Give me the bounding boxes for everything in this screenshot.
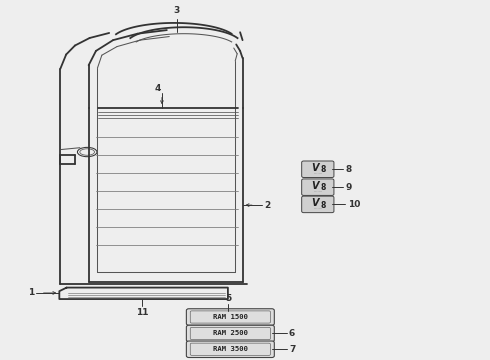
Text: V: V — [312, 198, 319, 208]
Text: 8: 8 — [321, 201, 326, 210]
Text: 8: 8 — [321, 183, 326, 192]
Text: 5: 5 — [225, 294, 231, 303]
Text: RAM 2500: RAM 2500 — [213, 330, 248, 337]
Text: 1: 1 — [27, 288, 34, 297]
Text: 8: 8 — [345, 165, 351, 174]
FancyBboxPatch shape — [302, 179, 334, 195]
Text: ........: ........ — [313, 171, 322, 175]
Text: ........: ........ — [313, 206, 322, 210]
Text: 2: 2 — [265, 201, 271, 210]
Text: V: V — [312, 163, 319, 173]
Text: 3: 3 — [173, 6, 180, 15]
Text: 11: 11 — [136, 308, 148, 317]
FancyBboxPatch shape — [186, 309, 274, 325]
Text: V: V — [312, 181, 319, 191]
FancyBboxPatch shape — [186, 341, 274, 357]
Text: 10: 10 — [347, 200, 360, 209]
FancyBboxPatch shape — [302, 196, 334, 213]
FancyBboxPatch shape — [302, 161, 334, 177]
Text: 9: 9 — [345, 183, 351, 192]
Text: 8: 8 — [321, 166, 326, 175]
Text: 7: 7 — [289, 345, 295, 354]
Text: 6: 6 — [289, 329, 295, 338]
FancyBboxPatch shape — [186, 325, 274, 342]
Text: ........: ........ — [313, 189, 322, 193]
Text: RAM 1500: RAM 1500 — [213, 314, 248, 320]
Text: 4: 4 — [155, 84, 161, 93]
Text: RAM 3500: RAM 3500 — [213, 346, 248, 352]
